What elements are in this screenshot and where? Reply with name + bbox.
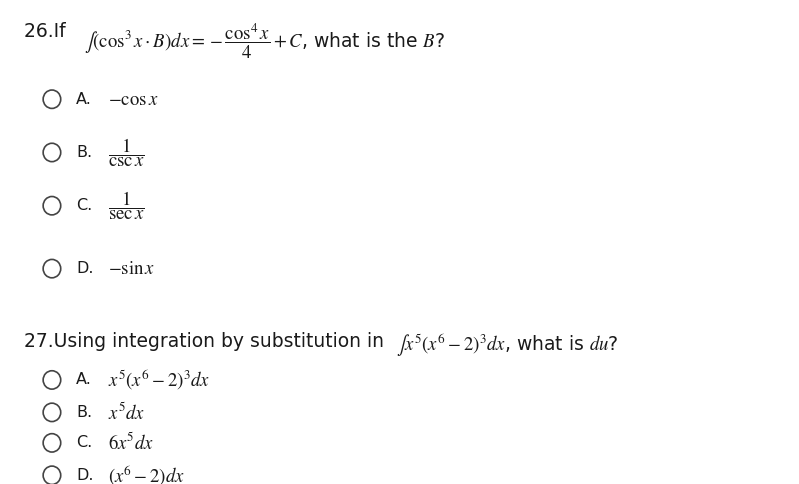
Text: D.: D. [76, 261, 93, 276]
Text: C.: C. [76, 436, 92, 450]
Text: D.: D. [76, 468, 93, 483]
Text: 26.If: 26.If [24, 22, 72, 41]
Text: B.: B. [76, 145, 92, 160]
Text: B.: B. [76, 405, 92, 420]
Text: A.: A. [76, 92, 92, 106]
Text: $\int (\cos^3 x \cdot B)dx = -\dfrac{\cos^4 x}{4} + C$, what is the $B$?: $\int (\cos^3 x \cdot B)dx = -\dfrac{\co… [84, 22, 445, 61]
Text: $6x^5 dx$: $6x^5 dx$ [108, 432, 154, 454]
Text: $(x^6 - 2)dx$: $(x^6 - 2)dx$ [108, 463, 185, 484]
Text: 27.Using integration by substitution in: 27.Using integration by substitution in [24, 332, 390, 350]
Text: $-\sin x$: $-\sin x$ [108, 259, 155, 278]
Text: $\dfrac{1}{\sec x}$: $\dfrac{1}{\sec x}$ [108, 189, 145, 222]
Text: $\dfrac{1}{\csc x}$: $\dfrac{1}{\csc x}$ [108, 136, 145, 169]
Text: $x^5(x^6 - 2)^3 dx$: $x^5(x^6 - 2)^3 dx$ [108, 368, 210, 392]
Text: C.: C. [76, 198, 92, 213]
Text: $x^5 dx$: $x^5 dx$ [108, 402, 145, 423]
Text: $\int x^5(x^6 - 2)^3 dx$, what is $du$?: $\int x^5(x^6 - 2)^3 dx$, what is $du$? [396, 332, 618, 359]
Text: $-\cos x$: $-\cos x$ [108, 90, 158, 109]
Text: A.: A. [76, 373, 92, 387]
